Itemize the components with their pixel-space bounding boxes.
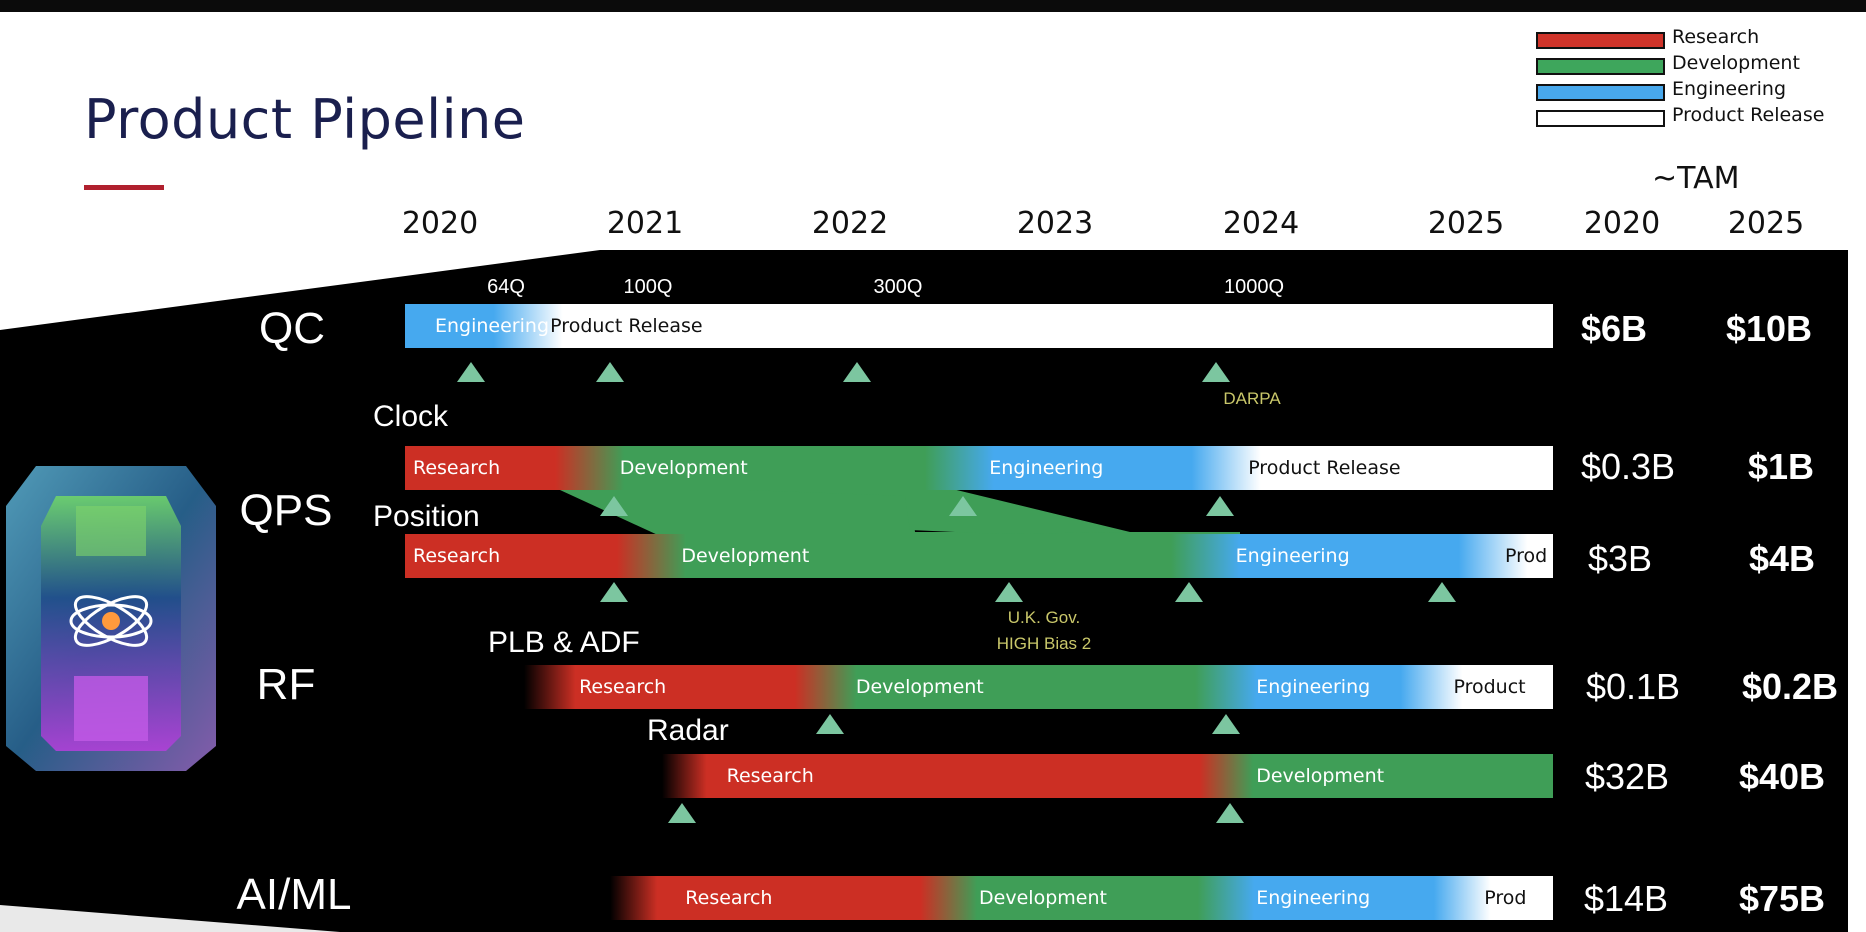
milestone-marker	[815, 714, 844, 734]
note-line: HIGH Bias 2	[996, 634, 1092, 653]
timeline-year: 2024	[1222, 206, 1300, 241]
legend-item-engineering: Engineering	[1536, 78, 1856, 101]
tam-2025-aiml: $75B	[1738, 878, 1826, 919]
milestone-marker	[949, 496, 978, 516]
quantum-device-illustration	[6, 466, 216, 771]
top-black-bar	[0, 0, 1866, 12]
tam-year-2020: 2020	[1583, 206, 1661, 241]
stage-label-research: Research	[726, 765, 814, 787]
legend-label: Product Release	[1672, 104, 1825, 126]
category-qps: QPS	[239, 486, 333, 535]
qc-milestone-label: 64Q	[487, 276, 525, 298]
stage-label-engineering: Engineering	[1256, 676, 1371, 698]
legend-label: Development	[1672, 52, 1800, 74]
stage-label-product-release: Product	[1453, 676, 1526, 698]
stage-label-product-release: Product Release	[550, 315, 703, 337]
stage-label-research: Research	[579, 676, 667, 698]
tam-2020-aiml: $14B	[1583, 878, 1669, 919]
stage-label-development: Development	[855, 676, 984, 698]
sublabel-position: Position	[373, 500, 480, 533]
stage-label-engineering: Engineering	[1235, 545, 1350, 567]
tam-2025-rf-plb: $0.2B	[1741, 666, 1839, 707]
tam-2020-rf-plb: $0.1B	[1585, 666, 1681, 707]
milestone-marker	[1201, 362, 1230, 382]
qc-milestone-label: 300Q	[873, 276, 923, 298]
sublabel-radar: Radar	[647, 714, 729, 747]
qc-milestone-label: 1000Q	[1223, 276, 1285, 298]
note-uk-gov: U.K. Gov. HIGH Bias 2	[997, 605, 1091, 657]
title-underline	[84, 185, 164, 190]
legend-item-research: Research	[1536, 26, 1856, 49]
stage-label-product-release: Product Release	[1248, 457, 1401, 479]
timeline-year: 2021	[606, 206, 684, 241]
stage-label-product-release: Prod	[1484, 887, 1527, 909]
qc-milestone-label: 100Q	[623, 276, 673, 298]
note-darpa: DARPA	[1223, 389, 1281, 408]
pipeline-bar-rf_plb: Research Development Engineering Product	[524, 665, 1553, 709]
pipeline-bar-qc: Engineering Product Release	[405, 304, 1553, 348]
legend-label: Research	[1672, 26, 1760, 48]
legend-swatch-research	[1536, 32, 1665, 49]
legend-item-development: Development	[1536, 52, 1856, 75]
legend-swatch-product-release	[1536, 110, 1665, 127]
legend-swatch-engineering	[1536, 84, 1665, 101]
legend-swatch-development	[1536, 58, 1665, 75]
timeline-year: 2025	[1427, 206, 1505, 241]
tam-year-2025: 2025	[1727, 206, 1805, 241]
stage-label-product-release: Prod	[1505, 545, 1548, 567]
timeline-year: 2023	[1016, 206, 1094, 241]
note-line: U.K. Gov.	[1007, 608, 1081, 627]
stage-label-development: Development	[681, 545, 810, 567]
milestone-marker	[600, 496, 629, 516]
milestone-marker	[600, 582, 629, 602]
tam-2025-qc: $10B	[1725, 308, 1813, 349]
milestone-marker	[1427, 582, 1456, 602]
tam-2020-rf-radar: $32B	[1584, 756, 1670, 797]
sublabel-plb-adf: PLB & ADF	[488, 626, 640, 659]
milestone-marker	[596, 362, 625, 382]
pipeline-bar-aiml: Research Development Engineering Prod	[610, 876, 1553, 920]
stage-label-engineering: Engineering	[1256, 887, 1371, 909]
category-rf: RF	[256, 660, 316, 709]
tam-2020-qps-position: $3B	[1587, 538, 1653, 579]
pipeline-bar-qps_position: Research Development Engineering Prod	[405, 534, 1553, 578]
milestone-marker	[994, 582, 1023, 602]
legend-label: Engineering	[1672, 78, 1786, 100]
category-aiml: AI/ML	[236, 870, 352, 919]
stage-label-research: Research	[685, 887, 773, 909]
stage-label-engineering: Engineering	[989, 457, 1104, 479]
tam-2025-qps-position: $4B	[1748, 538, 1816, 579]
milestone-marker	[1212, 714, 1241, 734]
timeline-year: 2020	[401, 206, 479, 241]
tam-title: ~TAM	[1652, 161, 1740, 196]
stage-label-development: Development	[979, 887, 1107, 909]
tam-2020-qps-clock: $0.3B	[1580, 446, 1676, 487]
milestone-marker	[456, 362, 485, 382]
sublabel-clock: Clock	[373, 400, 449, 433]
milestone-marker	[1216, 803, 1245, 823]
tam-2020-qc: $6B	[1580, 308, 1648, 349]
milestone-marker	[1175, 582, 1204, 602]
pipeline-bar-qps_clock: Research Development Engineering Product Re…	[405, 446, 1553, 490]
pipeline-bar-rf_radar: Research Development	[661, 754, 1553, 798]
tam-2025-rf-radar: $40B	[1738, 756, 1826, 797]
stage-label-development: Development	[619, 457, 748, 479]
legend-item-product-release: Product Release	[1536, 104, 1856, 127]
stage-label-research: Research	[413, 457, 501, 479]
tam-2025-qps-clock: $1B	[1747, 446, 1815, 487]
stage-label-engineering: Engineering	[435, 315, 549, 337]
timeline-year: 2022	[811, 206, 889, 241]
stage-label-development: Development	[1256, 765, 1385, 787]
category-qc: QC	[259, 304, 325, 353]
milestone-marker	[668, 803, 697, 823]
stage-label-research: Research	[413, 545, 501, 567]
page-title: Product Pipeline	[84, 88, 526, 151]
milestone-marker	[842, 362, 871, 382]
milestone-marker	[1206, 496, 1235, 516]
